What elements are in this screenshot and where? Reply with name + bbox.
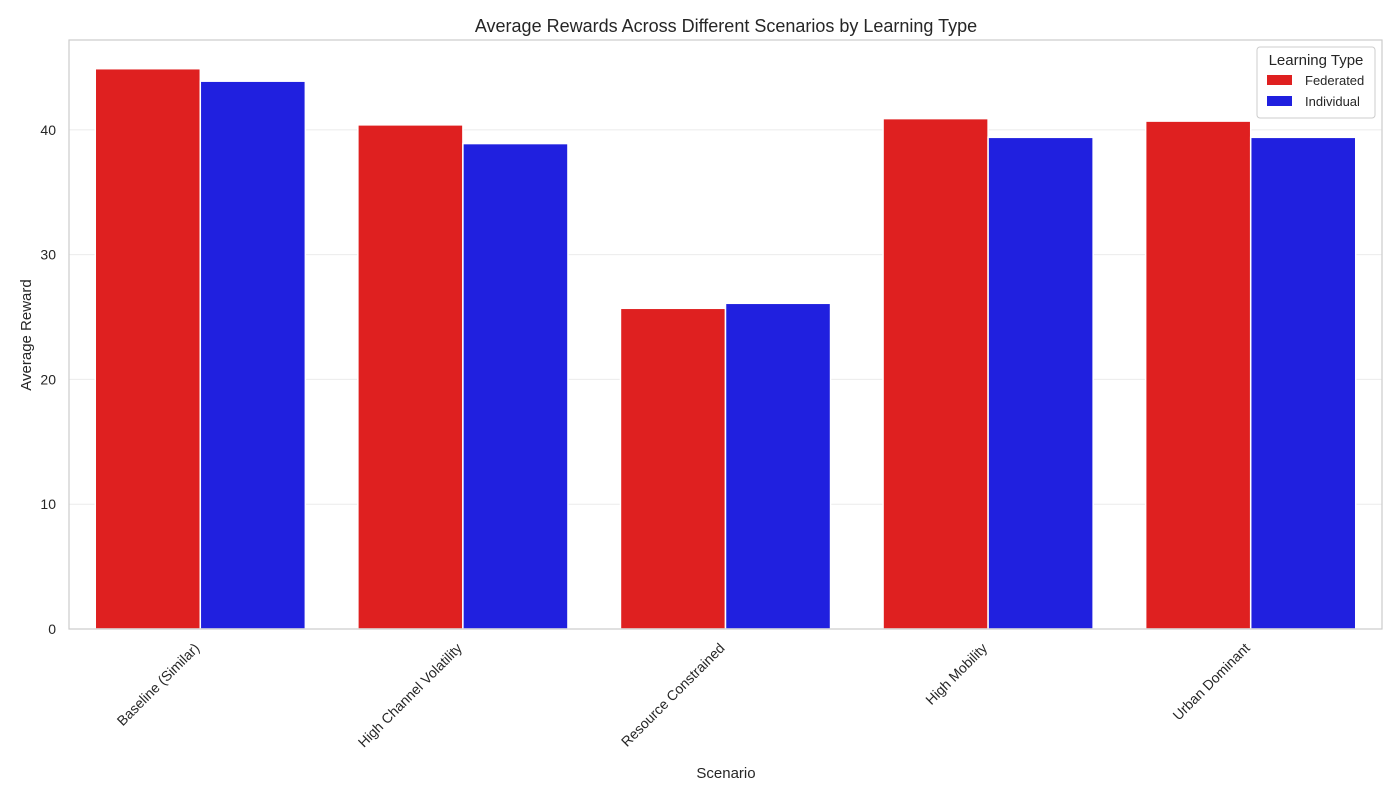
plot-frame [68,39,1383,630]
bar-federated [94,67,202,630]
bar-individual [462,142,569,630]
x-tick-label: Urban Dominant [1169,640,1252,723]
x-axis-ticks: Baseline (Similar) High Channel Volatilit… [114,640,1253,750]
y-axis-ticks: 0 10 20 30 40 [40,122,56,637]
legend-title: Learning Type [1269,52,1364,69]
bar-individual [987,136,1094,630]
bar-individual [1249,136,1357,630]
chart-title: Average Rewards Across Different Scenari… [475,16,977,36]
legend-items: Federated Individual [1267,73,1364,109]
x-tick-label: Baseline (Similar) [114,640,203,729]
y-tick-label: 0 [48,621,56,637]
y-tick-label: 30 [40,247,56,263]
x-axis-label: Scenario [696,765,755,782]
legend-label: Federated [1305,73,1364,88]
bar-federated [882,117,989,630]
bar-individual [199,80,307,630]
y-axis-label: Average Reward [18,279,35,390]
legend: Learning Type Federated Individual [1256,46,1376,119]
y-tick-label: 20 [40,371,56,387]
bars [94,67,1357,630]
bar-federated [1144,120,1252,630]
legend-label: Individual [1305,94,1360,109]
bar-federated [619,307,727,630]
x-tick-label: High Mobility [922,640,990,708]
legend-swatch [1267,75,1292,85]
y-tick-label: 40 [40,122,56,138]
y-tick-label: 10 [40,496,56,512]
legend-swatch [1267,96,1292,106]
bar-individual [724,302,832,630]
bar-federated [357,124,464,630]
x-tick-label: Resource Constrained [618,640,728,750]
x-tick-label: High Channel Volatility [355,640,465,750]
